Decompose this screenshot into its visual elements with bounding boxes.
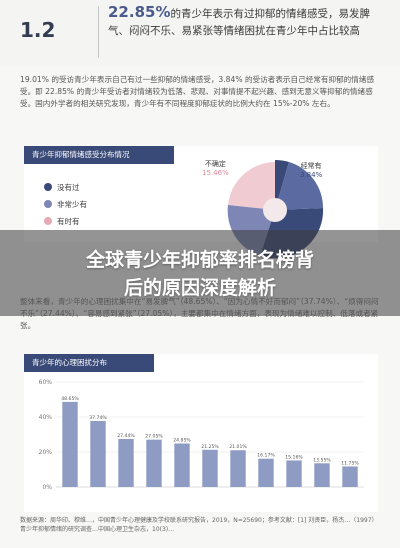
bar-value-label-7: 16.17% xyxy=(257,453,275,459)
overlay-title-line1: 全球青少年抑郁率排名榜背 xyxy=(85,249,314,271)
legend-label-never: 没有过 xyxy=(57,182,80,192)
bar-2 xyxy=(118,438,134,487)
pie-chart-card: 青少年抑郁情绪感受分布情况 没有过 非常少有 有时有 xyxy=(24,146,378,259)
legend-label-rarely: 非常少有 xyxy=(57,199,87,209)
y-tick-60: 60% xyxy=(39,379,53,386)
headline-percent: 22.85% xyxy=(108,3,171,21)
title-overlay: 全球青少年抑郁率排名榜背 后的原因深度解析 xyxy=(0,230,400,316)
y-tick-20: 20% xyxy=(39,449,53,456)
pie-slice-often xyxy=(275,160,289,210)
overlay-title: 全球青少年抑郁率排名榜背 后的原因深度解析 xyxy=(0,246,400,302)
bar-3 xyxy=(146,439,162,487)
footnote: 数据来源：周华印、穆维…，中国青少年心理健康及学校联系研究报告，2019，N=2… xyxy=(20,517,378,533)
not-sure-label: 不确定 15.46% xyxy=(202,160,229,178)
bar-value-label-10: 11.75% xyxy=(341,460,359,466)
bar-chart: 60% 40% 20% 0% 48.65% 37.74% 27.44% 27.05% 2… xyxy=(39,379,364,491)
summary-paragraph: 整体来看，青少年的心理困扰集中在“易发脾气”（48.65%）、“因为心情不好而郁… xyxy=(20,297,379,330)
bar-1 xyxy=(90,420,106,487)
bar-card-title: 青少年的心理困扰分布 xyxy=(24,354,154,372)
pie-card-title: 青少年抑郁情绪感受分布情况 xyxy=(24,146,174,164)
header-band: 1.2 22.85%的青少年表示有过抑郁的情绪感受，易发脾气、闷闷不乐、易紧张等… xyxy=(0,0,400,66)
pie-slice-sometimes xyxy=(275,162,324,210)
often-label: 经常有 3.84% xyxy=(300,162,322,180)
bar-value-label-9: 13.55% xyxy=(313,457,331,463)
bar-5 xyxy=(202,449,218,487)
bar-7 xyxy=(258,458,274,487)
bar-value-label-5: 21.25% xyxy=(201,444,219,450)
bar-value-label-3: 27.05% xyxy=(145,434,163,440)
often-value: 3.84% xyxy=(300,171,323,179)
legend-dot-never xyxy=(44,183,52,191)
headline-text: 的青少年表示有过抑郁的情绪感受，易发脾气、闷闷不乐、易紧张等情绪困扰在青少年中占… xyxy=(108,8,370,37)
bar-8 xyxy=(286,460,302,487)
bar-value-label-8: 15.16% xyxy=(285,454,303,460)
bar-value-label-2: 27.44% xyxy=(117,433,135,439)
y-tick-0: 0% xyxy=(42,484,52,491)
bar-value-label-4: 24.85% xyxy=(173,438,191,444)
headline: 22.85%的青少年表示有过抑郁的情绪感受，易发脾气、闷闷不乐、易紧张等情绪困扰… xyxy=(108,4,388,40)
section-number: 1.2 xyxy=(20,18,56,42)
bar-9 xyxy=(314,463,330,487)
not-sure-text: 不确定 xyxy=(204,160,226,168)
pie-center xyxy=(263,198,287,222)
bar-10 xyxy=(342,466,358,487)
not-sure-value: 15.46% xyxy=(202,169,229,177)
bar-value-label-0: 48.65% xyxy=(61,396,79,402)
pie-slice-not-sure xyxy=(228,162,275,210)
legend-item-rarely: 非常少有 xyxy=(44,197,87,211)
intro-paragraph: 19.01% 的受访青少年表示自己有过一些抑郁的情绪感受，3.84% 的受访者表… xyxy=(20,75,375,108)
y-tick-40: 40% xyxy=(39,414,53,421)
bar-6 xyxy=(230,450,246,487)
bar-4 xyxy=(174,443,190,487)
bar-value-label-1: 37.74% xyxy=(89,415,107,421)
bar-0 xyxy=(62,401,78,487)
legend-dot-rarely xyxy=(44,200,52,208)
legend-item-never: 没有过 xyxy=(44,180,87,194)
often-text: 经常有 xyxy=(300,162,322,170)
legend-dot-sometimes xyxy=(44,217,52,225)
legend-item-sometimes: 有时有 xyxy=(44,214,87,228)
overlay-title-line2: 后的原因深度解析 xyxy=(123,277,276,299)
legend-label-sometimes: 有时有 xyxy=(57,216,80,226)
header-divider xyxy=(98,6,99,58)
bar-value-label-6: 21.01% xyxy=(229,444,247,450)
bar-group: 48.65% 37.74% 27.44% 27.05% 24.85% 21.25% 21.0… xyxy=(61,396,359,487)
pie-legend: 没有过 非常少有 有时有 xyxy=(44,180,87,231)
bar-chart-card: 青少年的心理困扰分布 60% 40% 20% 0% 48.65% 37.74% 27… xyxy=(24,354,378,512)
